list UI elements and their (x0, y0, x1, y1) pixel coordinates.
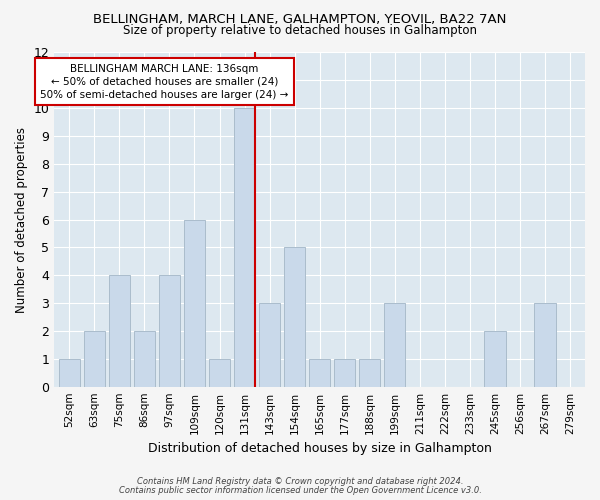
Bar (59, 359, 80, 386)
Bar (84, 331, 105, 386)
X-axis label: Distribution of detached houses by size in Galhampton: Distribution of detached houses by size … (148, 442, 491, 455)
Bar (484, 331, 506, 386)
Bar (309, 359, 330, 386)
Text: BELLINGHAM MARCH LANE: 136sqm
← 50% of detached houses are smaller (24)
50% of s: BELLINGHAM MARCH LANE: 136sqm ← 50% of d… (40, 64, 289, 100)
Text: BELLINGHAM, MARCH LANE, GALHAMPTON, YEOVIL, BA22 7AN: BELLINGHAM, MARCH LANE, GALHAMPTON, YEOV… (94, 12, 506, 26)
Bar (384, 303, 406, 386)
Text: Contains HM Land Registry data © Crown copyright and database right 2024.: Contains HM Land Registry data © Crown c… (137, 477, 463, 486)
Y-axis label: Number of detached properties: Number of detached properties (15, 126, 28, 312)
Bar (284, 248, 305, 386)
Bar (259, 303, 280, 386)
Bar (334, 359, 355, 386)
Text: Contains public sector information licensed under the Open Government Licence v3: Contains public sector information licen… (119, 486, 481, 495)
Bar (159, 276, 180, 386)
Bar (184, 220, 205, 386)
Bar (209, 359, 230, 386)
Bar (234, 108, 255, 386)
Bar (535, 303, 556, 386)
Bar (359, 359, 380, 386)
Bar (134, 331, 155, 386)
Text: Size of property relative to detached houses in Galhampton: Size of property relative to detached ho… (123, 24, 477, 37)
Bar (109, 276, 130, 386)
